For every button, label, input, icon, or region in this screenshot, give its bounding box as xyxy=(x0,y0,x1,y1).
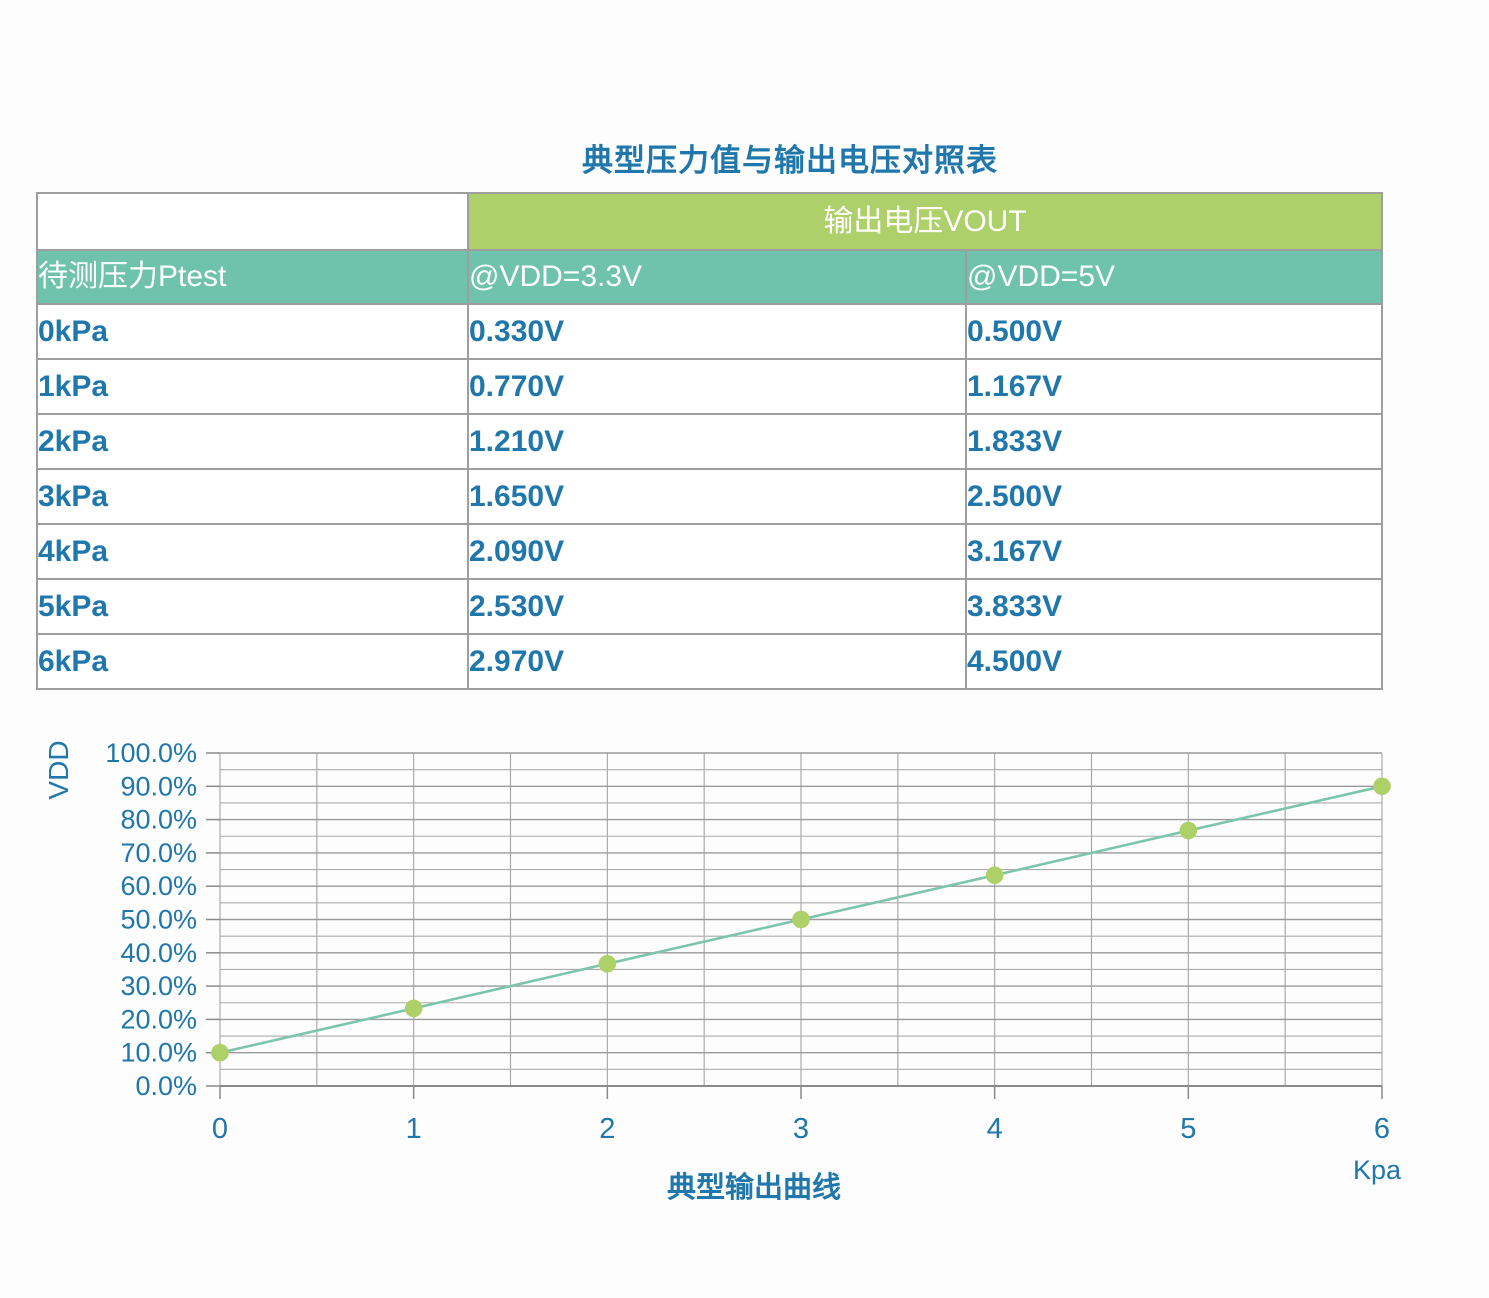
pressure-cell: 5kPa xyxy=(36,578,469,635)
page-title: 典型压力值与输出电压对照表 xyxy=(582,143,998,178)
vout-5v-cell: 1.833V xyxy=(965,413,1383,470)
vout-3v3-cell: 0.770V xyxy=(467,358,967,415)
x-axis-tick-label: 2 xyxy=(599,1113,615,1145)
table-row: 3kPa 1.650V 2.500V xyxy=(36,468,1383,525)
vout-3v3-cell: 2.090V xyxy=(467,523,967,580)
y-axis-tick-label: 90.0% xyxy=(120,771,197,801)
y-axis-tick-label: 80.0% xyxy=(120,805,197,835)
vdd33-column-header: @VDD=3.3V xyxy=(467,249,967,305)
y-axis-tick-label: 30.0% xyxy=(120,971,197,1001)
y-axis-tick-label: 60.0% xyxy=(120,871,197,901)
x-axis-tick-label: 5 xyxy=(1180,1113,1196,1145)
vdd5-column-header: @VDD=5V xyxy=(965,249,1383,305)
table-row: 0kPa 0.330V 0.500V xyxy=(36,303,1383,360)
table-row: 1kPa 0.770V 1.167V xyxy=(36,358,1383,415)
vout-3v3-cell: 0.330V xyxy=(467,303,967,360)
vout-5v-cell: 2.500V xyxy=(965,468,1383,525)
x-axis-unit-label: Kpa xyxy=(1353,1155,1402,1185)
y-axis-tick-label: 20.0% xyxy=(120,1004,197,1034)
pressure-voltage-table: 输出电压VOUT 待测压力Ptest @VDD=3.3V @VDD=5V 0kP… xyxy=(36,192,1383,690)
y-axis-tick-label: 50.0% xyxy=(120,905,197,935)
table-column-header-row: 待测压力Ptest @VDD=3.3V @VDD=5V xyxy=(36,249,1383,305)
pressure-column-header: 待测压力Ptest xyxy=(36,249,469,305)
pressure-table-body: 0kPa 0.330V 0.500V 1kPa 0.770V 1.167V 2k… xyxy=(36,303,1383,690)
data-point-marker xyxy=(985,866,1004,885)
pressure-cell: 0kPa xyxy=(36,303,469,360)
pressure-cell: 4kPa xyxy=(36,523,469,580)
table-row: 6kPa 2.970V 4.500V xyxy=(36,633,1383,690)
y-axis-tick-label: 0.0% xyxy=(135,1071,197,1101)
x-axis-tick-label: 6 xyxy=(1374,1113,1390,1145)
x-axis-tick-label: 4 xyxy=(987,1113,1003,1145)
vout-5v-cell: 1.167V xyxy=(965,358,1383,415)
y-axis-tick-label: 70.0% xyxy=(120,838,197,868)
y-axis-tick-label: 10.0% xyxy=(120,1038,197,1068)
table-row: 2kPa 1.210V 1.833V xyxy=(36,413,1383,470)
vout-5v-cell: 3.833V xyxy=(965,578,1383,635)
data-point-marker xyxy=(211,1043,229,1062)
vout-5v-cell: 4.500V xyxy=(965,633,1383,690)
vout-3v3-cell: 2.530V xyxy=(467,578,967,635)
table-row: 4kPa 2.090V 3.167V xyxy=(36,523,1383,580)
data-point-marker xyxy=(1373,777,1391,796)
pressure-cell: 2kPa xyxy=(36,413,469,470)
data-point-marker xyxy=(792,910,810,929)
table-row: 5kPa 2.530V 3.833V xyxy=(36,578,1383,635)
data-point-marker xyxy=(598,954,617,973)
vout-3v3-cell: 1.650V xyxy=(467,468,967,525)
vout-3v3-cell: 2.970V xyxy=(467,633,967,690)
y-axis-title: VDD xyxy=(43,740,74,799)
pressure-cell: 1kPa xyxy=(36,358,469,415)
vout-5v-cell: 3.167V xyxy=(965,523,1383,580)
y-axis-tick-label: 40.0% xyxy=(120,938,197,968)
output-curve-chart: 0.0%10.0% 20.0%30.0%40.0%50.0% 60.0%70.0%8… xyxy=(43,738,1402,1204)
pressure-cell: 3kPa xyxy=(36,468,469,525)
table-group-header-row: 输出电压VOUT xyxy=(36,192,1383,251)
pressure-cell: 6kPa xyxy=(36,633,469,690)
chart-title: 典型输出曲线 xyxy=(667,1170,841,1204)
data-point-marker xyxy=(1179,821,1198,840)
y-axis-tick-label: 100.0% xyxy=(105,738,197,768)
x-axis-tick-label: 0 xyxy=(212,1113,228,1145)
vout-5v-cell: 0.500V xyxy=(965,303,1383,360)
vout-3v3-cell: 1.210V xyxy=(467,413,967,470)
data-point-marker xyxy=(404,999,423,1018)
vout-group-header: 输出电压VOUT xyxy=(467,192,1383,251)
x-axis-tick-label: 1 xyxy=(406,1113,422,1145)
x-axis-tick-label: 3 xyxy=(793,1113,809,1145)
blank-corner-cell xyxy=(36,192,469,251)
